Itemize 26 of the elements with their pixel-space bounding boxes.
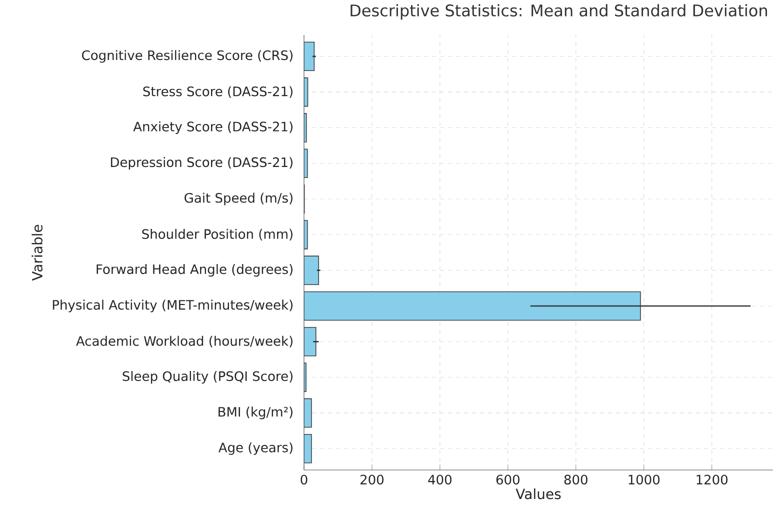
x-tick-label: 1200 <box>696 474 728 485</box>
y-tick-label: Gait Speed (m/s) <box>184 192 292 206</box>
y-tick-label: Stress Score (DASS-21) <box>143 86 292 98</box>
y-tick-label: Forward Head Angle (degrees) <box>96 264 292 277</box>
bar <box>304 256 320 285</box>
y-tick-label: Age (years) <box>218 442 292 455</box>
x-tick-label: 800 <box>564 474 588 485</box>
y-tick-label: Depression Score (DASS-21) <box>110 157 292 170</box>
y-axis-title: Variable <box>32 224 42 281</box>
bar <box>304 327 316 356</box>
chart-title: Descriptive Statistics: Mean and Standard Deviation <box>350 4 767 20</box>
y-tick-label: Shoulder Position (mm) <box>142 228 292 240</box>
x-tick-label: 200 <box>360 474 384 485</box>
y-tick-label: Cognitive Resilience Score (CRS) <box>82 50 292 63</box>
bar <box>304 291 641 321</box>
x-tick-label: 400 <box>428 474 452 485</box>
x-axis-title: Values <box>516 488 561 500</box>
x-tick-label: 600 <box>496 474 520 485</box>
y-tick-label: Sleep Quality (PSQI Score) <box>122 370 292 384</box>
x-tick-label: 0 <box>300 474 308 485</box>
y-tick-label: Academic Workload (hours/week) <box>76 336 292 348</box>
x-tick-label: 1000 <box>628 474 660 485</box>
bar <box>304 42 314 71</box>
y-tick-label: Anxiety Score (DASS-21) <box>133 121 292 134</box>
y-tick-label: Physical Activity (MET-minutes/week) <box>52 300 293 312</box>
y-tick-label: BMI (kg/m²) <box>218 406 292 420</box>
